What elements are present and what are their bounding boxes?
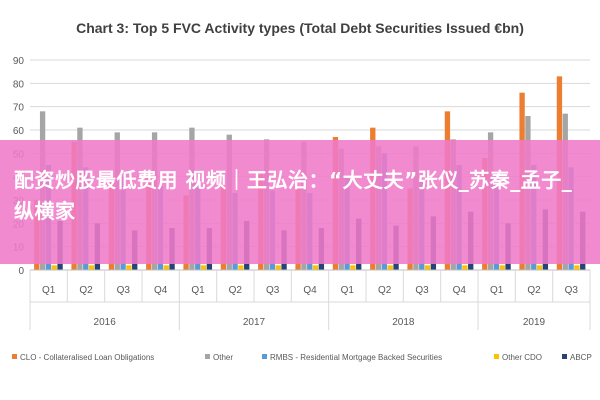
x-tick-label: Q3 [266,285,280,296]
overlay-banner-text: 配资炒股最低费用 视频｜王弘治：“大丈夫”张仪_苏秦_孟子_纵横家 [14,168,573,223]
legend-label: ABCP [570,353,592,362]
legend-label: CLO - Collateralised Loan Obligations [20,353,154,362]
y-tick-label: 0 [18,266,24,277]
x-group-label: 2018 [392,317,415,328]
legend-swatch [562,354,567,359]
legend-swatch [205,354,210,359]
chart-title: Chart 3: Top 5 FVC Activity types (Total… [76,20,524,36]
x-tick-label: Q2 [79,285,93,296]
bar [275,265,281,270]
bar [536,265,543,270]
bar [387,265,393,270]
legend-label: Other [213,353,233,362]
y-tick-label: 70 [13,103,25,114]
bar [350,265,356,270]
bar [200,265,207,270]
bar [574,265,580,270]
overlay-banner [0,140,600,264]
x-tick-label: Q2 [378,285,392,296]
legend-swatch [494,354,499,359]
y-tick-label: 80 [13,79,25,90]
y-tick-label: 60 [13,126,25,137]
bar [163,265,169,270]
legend-swatch [12,354,17,359]
x-tick-label: Q2 [527,285,541,296]
x-tick-label: Q4 [453,285,467,296]
bar [462,265,468,270]
x-tick-label: Q3 [415,285,429,296]
legend-swatch [262,354,267,359]
bar [51,265,57,270]
y-tick-label: 90 [13,56,25,67]
x-tick-label: Q4 [154,285,168,296]
legend: CLO - Collateralised Loan Obligations Oth… [12,353,592,362]
bar [238,265,244,270]
bar [88,265,95,270]
x-tick-label: Q1 [191,285,205,296]
x-tick-label: Q4 [303,285,317,296]
x-tick-label: Q1 [42,285,56,296]
x-group-label: 2017 [243,317,266,328]
x-group-label: 2019 [523,317,546,328]
bar [499,265,505,270]
x-tick-label: Q2 [229,285,243,296]
x-axis: Q1 Q2 Q3 Q4 Q1 Q2 Q3 Q4 Q1 Q2 Q3 Q4 Q1 Q2 Q3 2016 2017 20… [29,269,591,330]
bar [126,265,132,270]
x-group-label: 2016 [94,317,117,328]
x-tick-label: Q1 [490,285,504,296]
x-tick-label: Q1 [341,285,355,296]
bar [424,265,431,270]
legend-label: Other CDO [502,353,542,362]
bar [312,265,319,270]
legend-label: RMBS - Residential Mortgage Backed Secur… [270,353,442,362]
x-tick-label: Q3 [565,285,579,296]
x-tick-label: Q3 [117,285,131,296]
